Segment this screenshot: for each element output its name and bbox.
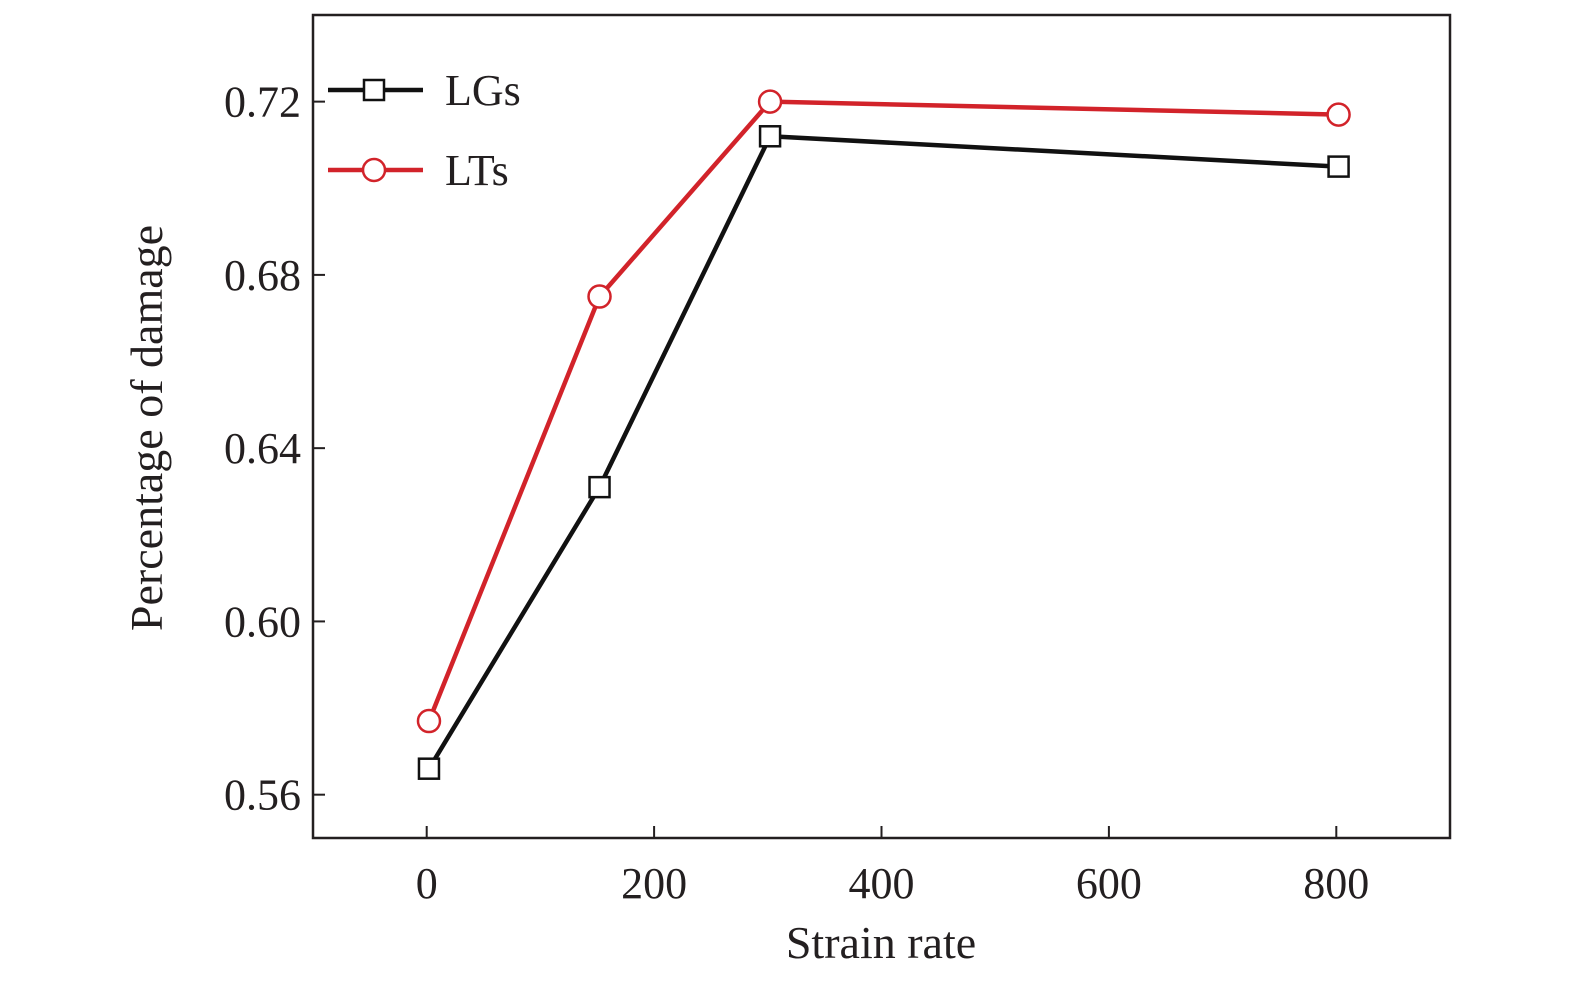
x-tick-label: 600	[1076, 859, 1142, 908]
x-tick-label: 400	[849, 859, 915, 908]
y-tick-label: 0.56	[224, 771, 301, 820]
legend-marker-lgs	[362, 78, 386, 102]
y-axis-ticks: 0.56 0.60 0.64 0.68 0.72	[224, 78, 325, 820]
y-axis-label: Percentage of damage	[121, 225, 172, 631]
data-point-lgs	[1327, 155, 1350, 178]
y-tick-label: 0.64	[224, 424, 301, 473]
x-axis-ticks: 0 200 400 600 800	[416, 826, 1369, 908]
legend-label-lts: LTs	[445, 146, 509, 195]
y-tick-label: 0.68	[224, 251, 301, 300]
data-point-lgs	[417, 757, 441, 780]
legend: LGs LTs	[328, 66, 521, 195]
x-axis-label: Strain rate	[786, 917, 976, 968]
data-point-lts	[587, 284, 612, 309]
data-point-lts	[416, 708, 442, 734]
series-layer	[416, 89, 1351, 780]
y-tick-label: 0.72	[224, 78, 301, 127]
legend-marker-lts	[361, 157, 387, 183]
x-tick-label: 800	[1303, 859, 1369, 908]
series-line-lgs	[427, 134, 1339, 770]
data-point-lgs	[588, 475, 611, 499]
data-point-lts	[1326, 102, 1351, 127]
legend-label-lgs: LGs	[445, 66, 521, 115]
data-point-lgs	[758, 125, 782, 148]
x-tick-label: 200	[621, 859, 687, 908]
series-line-lts	[426, 99, 1339, 722]
x-tick-label: 0	[416, 859, 438, 908]
plot-frame	[311, 13, 1452, 840]
data-point-lts	[757, 89, 783, 114]
y-tick-label: 0.60	[224, 597, 301, 646]
